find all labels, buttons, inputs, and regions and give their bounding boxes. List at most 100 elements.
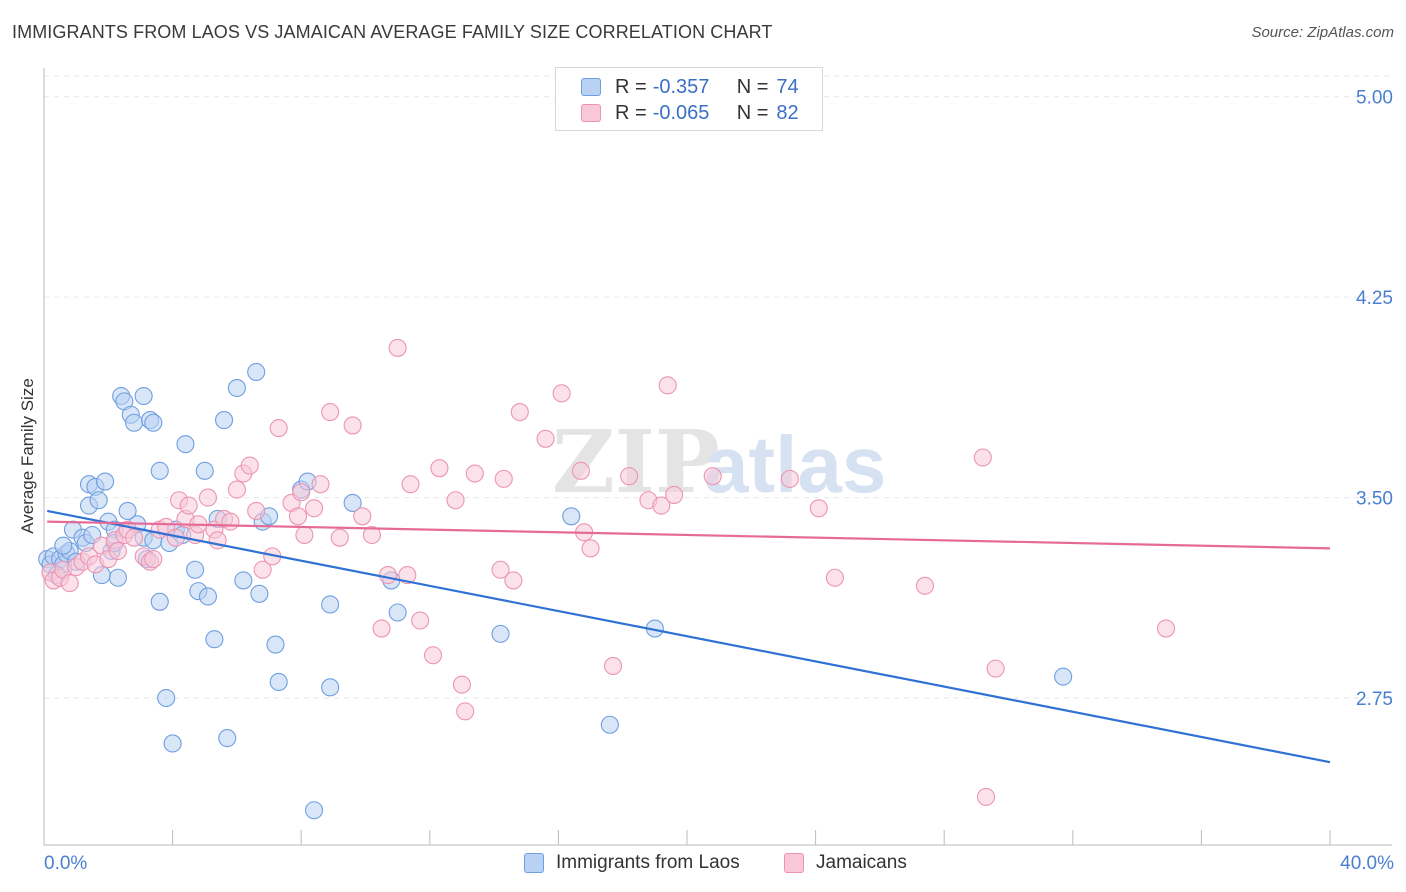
jamaicans-point bbox=[247, 501, 266, 520]
laos-point bbox=[195, 461, 214, 480]
jamaicans-point bbox=[124, 528, 144, 547]
laos-point bbox=[227, 378, 246, 398]
jamaicans-point bbox=[652, 496, 671, 515]
laos-point bbox=[321, 595, 340, 614]
jamaicans-point bbox=[494, 469, 513, 488]
jamaicans-point bbox=[372, 619, 391, 638]
laos-point bbox=[176, 435, 195, 454]
jamaicans-point bbox=[295, 525, 314, 545]
laos-point bbox=[343, 493, 362, 512]
laos-point bbox=[247, 362, 266, 382]
legend-r-label: R = bbox=[615, 101, 647, 124]
legend-row-jamaicans: R = -0.065 N = 82 bbox=[556, 100, 799, 126]
legend-n-value: 82 bbox=[776, 101, 799, 124]
jamaicans-point bbox=[343, 416, 362, 435]
jamaicans-point bbox=[362, 525, 381, 545]
laos-point bbox=[134, 386, 153, 406]
correlation-legend: R = -0.357 N = 74 R = -0.065 N = 82 bbox=[555, 67, 823, 131]
jamaicans-point bbox=[108, 541, 127, 561]
jamaicans-point bbox=[240, 456, 259, 475]
jamaicans-point bbox=[198, 488, 218, 507]
legend-r-label: R = bbox=[615, 75, 647, 98]
laos-point bbox=[388, 603, 407, 622]
jamaicans-point bbox=[465, 464, 484, 483]
laos-point bbox=[1054, 667, 1073, 686]
legend-n-label: N = bbox=[736, 101, 769, 124]
laos-point bbox=[491, 624, 510, 643]
watermark: ZIP atlas bbox=[552, 412, 886, 513]
laos-point bbox=[157, 688, 176, 708]
jamaicans-point bbox=[311, 475, 330, 494]
jamaicans-point bbox=[552, 384, 571, 403]
laos-point bbox=[198, 587, 218, 606]
bottom-legend-label: Jamaicans bbox=[816, 852, 907, 873]
jamaicans-point bbox=[305, 499, 324, 518]
jamaicans-point bbox=[398, 566, 417, 585]
laos-trend-line bbox=[47, 509, 1331, 764]
bottom-legend-label: Immigrants from Laos bbox=[556, 852, 740, 873]
jamaicans-point bbox=[973, 448, 992, 467]
jamaicans-point bbox=[330, 528, 349, 547]
bottom-legend-swatch-blue bbox=[524, 853, 544, 873]
legend-n-label: N = bbox=[736, 75, 769, 98]
jamaicans-point bbox=[491, 560, 510, 579]
jamaicans-trend-line bbox=[47, 520, 1331, 550]
jamaicans-point bbox=[423, 646, 443, 665]
jamaicans-point bbox=[703, 467, 722, 486]
jamaicans-point bbox=[446, 491, 465, 510]
laos-point bbox=[163, 734, 182, 753]
jamaicans-point bbox=[1156, 619, 1176, 638]
jamaicans-point bbox=[253, 560, 272, 579]
jamaicans-point bbox=[378, 566, 398, 585]
jamaicans-point bbox=[144, 550, 163, 569]
y-axis-label: Average Family Size bbox=[18, 378, 37, 534]
jamaicans-point bbox=[571, 461, 590, 480]
series-jamaicans-points bbox=[41, 338, 1176, 806]
laos-point bbox=[144, 413, 163, 432]
jamaicans-point bbox=[536, 429, 555, 448]
laos-point bbox=[562, 507, 581, 526]
grid-lines bbox=[44, 75, 1392, 699]
laos-point bbox=[250, 584, 269, 603]
axes bbox=[43, 68, 1392, 846]
laos-point bbox=[218, 729, 237, 748]
laos-point bbox=[150, 592, 169, 611]
laos-point bbox=[54, 536, 73, 555]
bottom-legend-swatch-pink bbox=[784, 853, 804, 873]
jamaicans-point bbox=[321, 403, 340, 422]
tick-labels: 2.75 3.50 4.25 5.00 0.0% 40.0% bbox=[44, 88, 1394, 874]
x-tick-label: 0.0% bbox=[44, 853, 87, 874]
jamaicans-point bbox=[60, 574, 79, 593]
laos-point bbox=[266, 635, 285, 654]
y-tick-label: 5.00 bbox=[1356, 88, 1393, 109]
laos-point bbox=[124, 413, 144, 432]
jamaicans-point bbox=[986, 659, 1005, 678]
laos-point bbox=[108, 568, 127, 587]
laos-point bbox=[234, 571, 253, 590]
jamaicans-point bbox=[179, 496, 198, 515]
bottom-legend-jamaicans: Jamaicans bbox=[784, 852, 907, 874]
jamaicans-point bbox=[292, 483, 311, 502]
jamaicans-point bbox=[504, 571, 523, 590]
legend-row-laos: R = -0.357 N = 74 bbox=[556, 74, 799, 100]
y-tick-label: 3.50 bbox=[1356, 489, 1393, 510]
jamaicans-point bbox=[227, 480, 246, 499]
x-tick-label: 40.0% bbox=[1340, 853, 1394, 874]
jamaicans-point bbox=[288, 507, 308, 526]
jamaicans-point bbox=[401, 475, 420, 494]
legend-r-value: -0.065 bbox=[652, 101, 710, 124]
jamaicans-point bbox=[780, 469, 799, 488]
legend-n-value: 74 bbox=[776, 75, 799, 98]
jamaicans-point bbox=[269, 419, 288, 438]
source-label: Source: ZipAtlas.com bbox=[1251, 24, 1394, 41]
jamaicans-point bbox=[976, 787, 996, 806]
laos-point bbox=[600, 715, 619, 734]
watermark-atlas: atlas bbox=[704, 420, 886, 509]
jamaicans-point bbox=[456, 702, 475, 721]
jamaicans-point bbox=[809, 499, 828, 518]
jamaicans-point bbox=[658, 376, 677, 395]
y-tick-label: 2.75 bbox=[1356, 689, 1393, 710]
watermark-zip: ZIP bbox=[552, 412, 720, 513]
jamaicans-point bbox=[388, 338, 407, 357]
